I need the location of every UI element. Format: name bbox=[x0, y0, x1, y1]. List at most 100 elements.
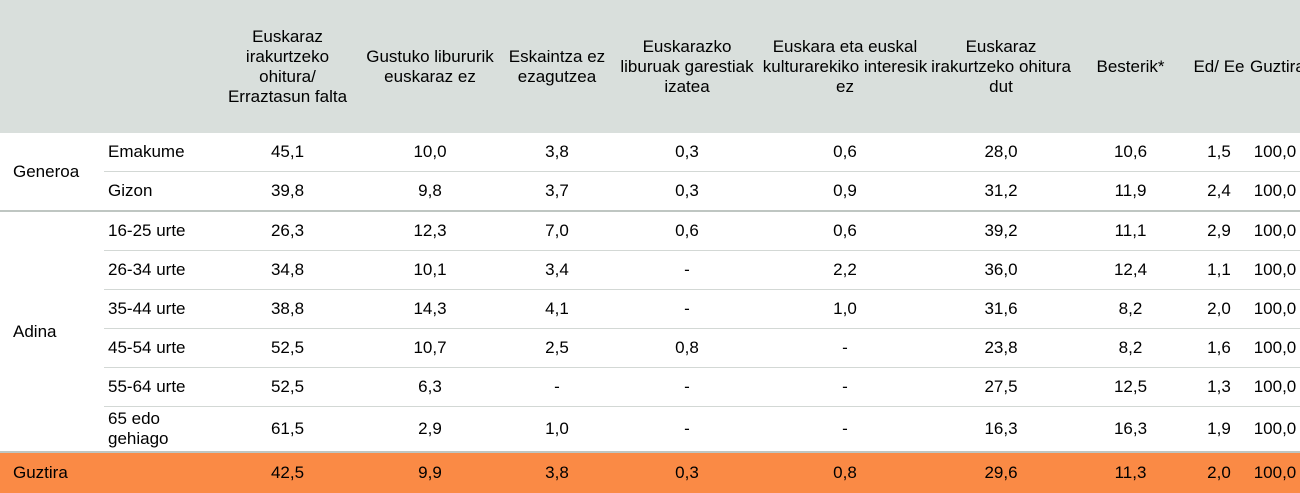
value-cell: 1,6 bbox=[1188, 328, 1250, 368]
value-cell: 100,0 bbox=[1250, 328, 1300, 368]
value-cell: 2,4 bbox=[1188, 171, 1250, 212]
total-value-cell: 2,0 bbox=[1188, 452, 1250, 493]
total-value-cell: 3,8 bbox=[501, 452, 613, 493]
value-cell: 38,8 bbox=[216, 289, 359, 329]
row-label: Emakume bbox=[104, 133, 216, 172]
table-row: Generoa Emakume 45,1 10,0 3,8 0,3 0,6 28,0 10,6 1… bbox=[0, 133, 1300, 212]
value-cell: 12,4 bbox=[1073, 250, 1188, 290]
value-cell: 10,0 bbox=[359, 133, 501, 172]
value-cell: 10,7 bbox=[359, 328, 501, 368]
total-value-cell: 0,3 bbox=[613, 452, 761, 493]
value-cell: 23,8 bbox=[929, 328, 1073, 368]
value-cell: 52,5 bbox=[216, 328, 359, 368]
value-cell: 2,2 bbox=[761, 250, 929, 290]
value-cell: 100,0 bbox=[1250, 211, 1300, 251]
total-value-cell: 29,6 bbox=[929, 452, 1073, 493]
value-cell: 100,0 bbox=[1250, 250, 1300, 290]
value-cell: 10,1 bbox=[359, 250, 501, 290]
value-cell: 1,0 bbox=[501, 406, 613, 453]
value-cell: 45,1 bbox=[216, 133, 359, 172]
value-cell: 3,7 bbox=[501, 171, 613, 212]
total-label: Guztira bbox=[0, 452, 216, 493]
value-cell: - bbox=[501, 367, 613, 407]
row-label: 16-25 urte bbox=[104, 211, 216, 251]
value-cell: 8,2 bbox=[1073, 289, 1188, 329]
value-cell: 3,4 bbox=[501, 250, 613, 290]
value-cell: 8,2 bbox=[1073, 328, 1188, 368]
value-cell: - bbox=[613, 289, 761, 329]
column-header: Eskaintza ez ezagutzea bbox=[501, 0, 613, 133]
group-label: Adina bbox=[0, 211, 104, 453]
value-cell: - bbox=[613, 406, 761, 453]
value-cell: 2,9 bbox=[1188, 211, 1250, 251]
value-cell: 10,6 bbox=[1073, 133, 1188, 172]
row-label: 65 edo gehiago bbox=[104, 406, 216, 453]
value-cell: 52,5 bbox=[216, 367, 359, 407]
table-row: 35-44 urte 38,8 14,3 4,1-1,0 31,6 8,2 2,0 100,0 bbox=[0, 289, 1300, 329]
value-cell: 2,5 bbox=[501, 328, 613, 368]
value-cell: 16,3 bbox=[1073, 406, 1188, 453]
column-header: Ed/ Ee bbox=[1188, 0, 1250, 133]
total-value-cell: 0,8 bbox=[761, 452, 929, 493]
column-header: Euskarazko liburuak garestiak izatea bbox=[613, 0, 761, 133]
value-cell: 11,1 bbox=[1073, 211, 1188, 251]
value-cell: 2,0 bbox=[1188, 289, 1250, 329]
total-value-cell: 11,3 bbox=[1073, 452, 1188, 493]
value-cell: 1,0 bbox=[761, 289, 929, 329]
value-cell: 0,6 bbox=[761, 133, 929, 172]
column-header: Gustuko libururik euskaraz ez bbox=[359, 0, 501, 133]
value-cell: 0,3 bbox=[613, 133, 761, 172]
value-cell: 28,0 bbox=[929, 133, 1073, 172]
value-cell: - bbox=[761, 367, 929, 407]
table-row: 45-54 urte 52,5 10,7 2,5 0,8-23,8 8,2 1,6 100,0 bbox=[0, 328, 1300, 368]
row-label: Gizon bbox=[104, 171, 216, 212]
row-label: 26-34 urte bbox=[104, 250, 216, 290]
value-cell: 34,8 bbox=[216, 250, 359, 290]
row-label: 35-44 urte bbox=[104, 289, 216, 329]
value-cell: 36,0 bbox=[929, 250, 1073, 290]
value-cell: 1,9 bbox=[1188, 406, 1250, 453]
value-cell: 1,5 bbox=[1188, 133, 1250, 172]
value-cell: 12,5 bbox=[1073, 367, 1188, 407]
value-cell: 39,2 bbox=[929, 211, 1073, 251]
group-label: Generoa bbox=[0, 133, 104, 212]
total-value-cell: 42,5 bbox=[216, 452, 359, 493]
value-cell: 6,3 bbox=[359, 367, 501, 407]
value-cell: 39,8 bbox=[216, 171, 359, 212]
value-cell: 0,6 bbox=[761, 211, 929, 251]
column-header: Euskaraz irakurtzeko ohitura dut bbox=[929, 0, 1073, 133]
column-header: Euskara eta euskal kulturarekiko interes… bbox=[761, 0, 929, 133]
header-group-cell bbox=[0, 0, 104, 133]
table-row: 65 edo gehiago 61,5 2,9 1,0- -16,3 16,3 1,9 100… bbox=[0, 406, 1300, 453]
table-row: 55-64 urte 52,5 6,3- - -27,5 12,5 1,3 100,0 bbox=[0, 367, 1300, 407]
total-row: Guztira 42,5 9,9 3,8 0,3 0,8 29,6 11,3 2,0 100,0 bbox=[0, 452, 1300, 493]
value-cell: 0,8 bbox=[613, 328, 761, 368]
value-cell: 100,0 bbox=[1250, 171, 1300, 212]
value-cell: 0,6 bbox=[613, 211, 761, 251]
value-cell: 31,6 bbox=[929, 289, 1073, 329]
value-cell: 7,0 bbox=[501, 211, 613, 251]
value-cell: 0,3 bbox=[613, 171, 761, 212]
total-value-cell: 100,0 bbox=[1250, 452, 1300, 493]
value-cell: 0,9 bbox=[761, 171, 929, 212]
value-cell: - bbox=[613, 367, 761, 407]
value-cell: 61,5 bbox=[216, 406, 359, 453]
value-cell: 4,1 bbox=[501, 289, 613, 329]
value-cell: - bbox=[761, 406, 929, 453]
column-header: Besterik* bbox=[1073, 0, 1188, 133]
column-header: Guztira bbox=[1250, 0, 1300, 133]
value-cell: 12,3 bbox=[359, 211, 501, 251]
value-cell: - bbox=[613, 250, 761, 290]
value-cell: 1,1 bbox=[1188, 250, 1250, 290]
value-cell: 100,0 bbox=[1250, 367, 1300, 407]
value-cell: 100,0 bbox=[1250, 406, 1300, 453]
value-cell: 16,3 bbox=[929, 406, 1073, 453]
total-value-cell: 9,9 bbox=[359, 452, 501, 493]
value-cell: 3,8 bbox=[501, 133, 613, 172]
header-row: Euskaraz irakurtzeko ohitura/ Erraztasun… bbox=[0, 0, 1300, 133]
table-row: Adina 16-25 urte 26,3 12,3 7,0 0,6 0,6 39,2 11,1… bbox=[0, 211, 1300, 453]
value-cell: 14,3 bbox=[359, 289, 501, 329]
value-cell: 26,3 bbox=[216, 211, 359, 251]
value-cell: 1,3 bbox=[1188, 367, 1250, 407]
